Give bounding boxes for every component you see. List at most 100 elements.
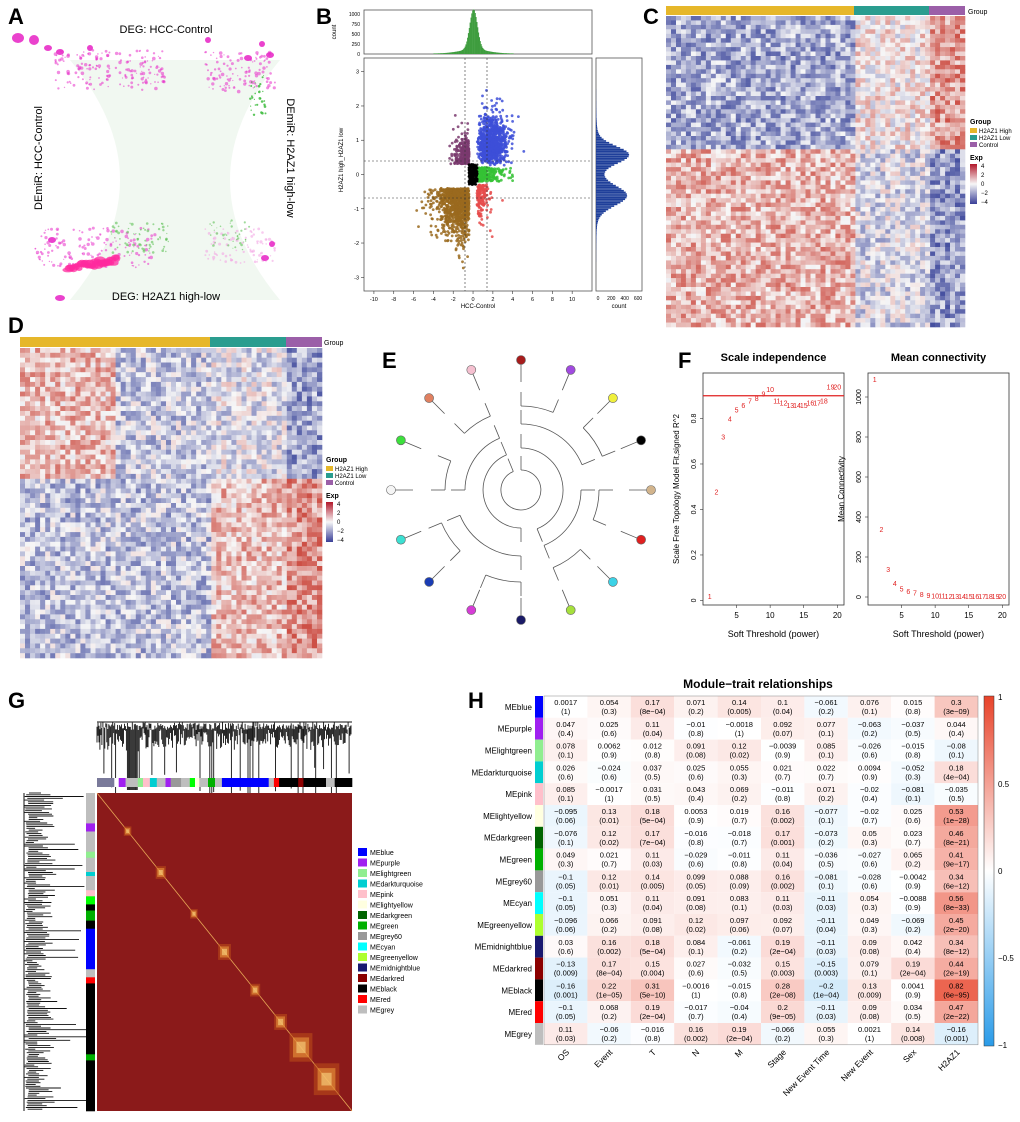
panel-a-point xyxy=(207,69,209,72)
panel-a-point xyxy=(263,100,266,102)
panel-a-point xyxy=(87,45,93,51)
heatmap-cell xyxy=(666,64,672,70)
panel-b-point xyxy=(415,209,419,212)
heatmap-cell xyxy=(715,96,722,101)
heatmap-cell xyxy=(845,20,851,26)
heatmap-cell xyxy=(681,73,687,79)
panel-b-right-hist-bar xyxy=(596,203,618,206)
heatmap-cell xyxy=(940,64,946,70)
panel-b-top-hist-bar xyxy=(450,52,452,54)
panel-b-point xyxy=(474,177,478,180)
heatmap-cell xyxy=(750,24,756,30)
heatmap-cell xyxy=(785,42,791,48)
panel-a-point xyxy=(120,229,124,234)
heatmap-cell xyxy=(905,96,911,101)
heatmap-cell xyxy=(795,42,801,48)
panel-a-point xyxy=(114,66,118,70)
panel-b-top-hist-bar xyxy=(471,13,473,54)
panel-a-point xyxy=(209,73,212,76)
panel-b-right-hist-bar xyxy=(596,210,606,213)
heatmap-cell xyxy=(735,100,742,106)
heatmap-cell xyxy=(750,60,756,66)
panel-a-point xyxy=(266,52,274,58)
heatmap-cell xyxy=(775,51,781,57)
heatmap-cell xyxy=(730,64,737,70)
heatmap-cell xyxy=(790,16,796,21)
panel-b-top-hist-bar xyxy=(439,53,441,54)
panel-a-point xyxy=(248,84,251,87)
panel-b-right-hist-bar xyxy=(596,232,597,235)
heatmap-cell xyxy=(765,56,771,61)
panel-a-point xyxy=(252,253,255,257)
heatmap-cell xyxy=(681,100,687,106)
heatmap-cell xyxy=(910,33,916,39)
panel-b-top-hist-bar xyxy=(475,17,477,54)
heatmap-cell xyxy=(940,87,946,92)
heatmap-cell xyxy=(850,29,856,34)
panel-a-point xyxy=(157,55,160,57)
panel-a-point xyxy=(81,246,84,249)
panel-b-point xyxy=(483,168,487,172)
heatmap-cell xyxy=(865,78,871,83)
panel-a-point xyxy=(103,241,106,244)
heatmap-cell xyxy=(940,20,946,26)
panel-b-point xyxy=(510,114,514,118)
heatmap-cell xyxy=(745,20,751,26)
heatmap-cell xyxy=(805,69,811,74)
heatmap-cell xyxy=(960,87,966,92)
panel-b-point xyxy=(465,147,469,150)
panel-a-point xyxy=(44,236,48,240)
heatmap-cell xyxy=(780,96,786,101)
heatmap-cell xyxy=(676,42,682,48)
heatmap-cell xyxy=(695,56,702,61)
panel-a-label-bottom: DEG: H2AZ1 high-low xyxy=(112,291,220,303)
panel-a-point xyxy=(135,49,139,53)
panel-b-point xyxy=(489,161,493,165)
panel-a-point xyxy=(213,252,216,255)
heatmap-cell xyxy=(700,64,707,70)
heatmap-cell xyxy=(905,16,911,21)
panel-b-right-hist-bar xyxy=(596,126,598,129)
panel-a-point xyxy=(154,86,158,91)
heatmap-cell xyxy=(915,20,921,26)
panel-b-top-hist-bar xyxy=(512,53,514,54)
heatmap-cell xyxy=(920,69,926,74)
heatmap-cell xyxy=(930,29,936,34)
panel-b-point xyxy=(501,168,504,172)
heatmap-cell xyxy=(930,60,936,66)
heatmap-cell xyxy=(920,20,926,26)
heatmap-cell xyxy=(735,20,742,26)
heatmap-cell xyxy=(835,51,841,57)
heatmap-cell xyxy=(945,24,951,30)
heatmap-cell xyxy=(750,47,756,52)
panel-a-point xyxy=(146,49,149,52)
panel-a-point xyxy=(143,60,147,63)
panel-a-point xyxy=(259,56,262,59)
panel-b-point xyxy=(491,170,495,174)
panel-a-point xyxy=(142,65,145,68)
panel-b-point xyxy=(450,201,454,205)
panel-a-point xyxy=(152,56,156,61)
heatmap-cell xyxy=(720,73,727,79)
panel-b-top-hist-bar xyxy=(510,53,512,54)
panel-b-point xyxy=(498,171,502,175)
panel-b-point xyxy=(455,147,459,150)
panel-a-point xyxy=(259,41,265,47)
panel-a-point xyxy=(138,264,140,266)
heatmap-cell xyxy=(955,51,961,57)
heatmap-cell xyxy=(895,24,901,30)
heatmap-cell xyxy=(850,82,856,88)
panel-b-point xyxy=(428,188,432,192)
panel-b-right-hist-bar xyxy=(596,219,599,221)
panel-b-top-hist-bar xyxy=(453,52,455,54)
panel-b-point xyxy=(457,211,461,215)
heatmap-cell xyxy=(865,16,871,21)
panel-b-point xyxy=(460,231,464,235)
panel-a-point xyxy=(216,60,219,64)
heatmap-cell xyxy=(950,42,956,48)
panel-a-point xyxy=(119,83,122,86)
heatmap-cell xyxy=(725,96,732,101)
panel-a-point xyxy=(141,247,144,250)
panel-a-point xyxy=(235,229,239,233)
panel-a-point xyxy=(146,60,149,62)
